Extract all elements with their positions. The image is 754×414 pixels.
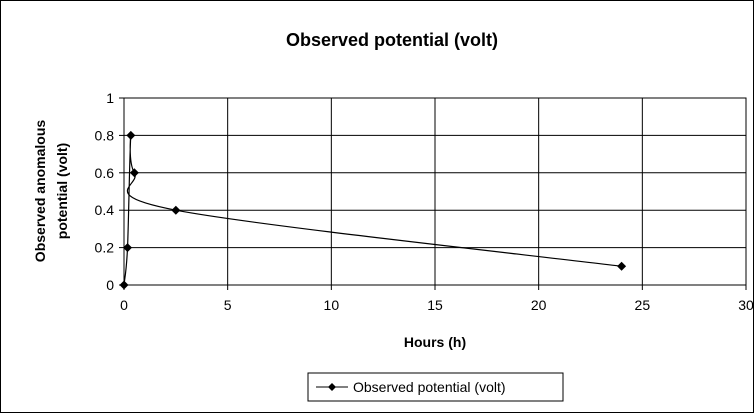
y-axis-label-line-2: potential (volt) — [54, 143, 70, 239]
series-line-0 — [123, 132, 622, 286]
x-tick-label-3: 15 — [427, 297, 443, 313]
data-point-0-5 — [617, 261, 627, 271]
y-axis-label-line-1: Observed anomalous — [32, 120, 48, 263]
x-tick-label-2: 10 — [324, 297, 340, 313]
chart-title: Observed potential (volt) — [286, 30, 498, 50]
data-point-0-1 — [123, 243, 133, 253]
data-point-0-0 — [119, 280, 129, 290]
x-axis-label: Hours (h) — [404, 334, 466, 350]
legend: Observed potential (volt) — [307, 372, 564, 402]
x-tick-label-6: 30 — [738, 297, 754, 313]
data-point-0-2 — [126, 130, 136, 140]
y-tick-label-5: 1 — [106, 90, 114, 106]
plot-area: 00.20.40.60.810 5 10 15 20 25 30 — [95, 90, 754, 313]
legend-marker — [328, 383, 336, 391]
legend-label: Observed potential (volt) — [353, 379, 506, 395]
y-tick-label-0: 0 — [106, 277, 114, 293]
x-tick-label-5: 25 — [635, 297, 651, 313]
data-point-0-4 — [171, 205, 181, 215]
legend-box — [307, 372, 564, 402]
x-tick-label-4: 20 — [531, 297, 547, 313]
data-point-0-3 — [129, 168, 139, 178]
y-tick-label-2: 0.4 — [95, 202, 115, 218]
y-tick-label-1: 0.2 — [95, 240, 115, 256]
y-tick-label-4: 0.8 — [95, 127, 115, 143]
x-tick-label-0: 0 — [120, 297, 128, 313]
y-tick-label-3: 0.6 — [95, 165, 115, 181]
x-tick-label-1: 5 — [224, 297, 232, 313]
